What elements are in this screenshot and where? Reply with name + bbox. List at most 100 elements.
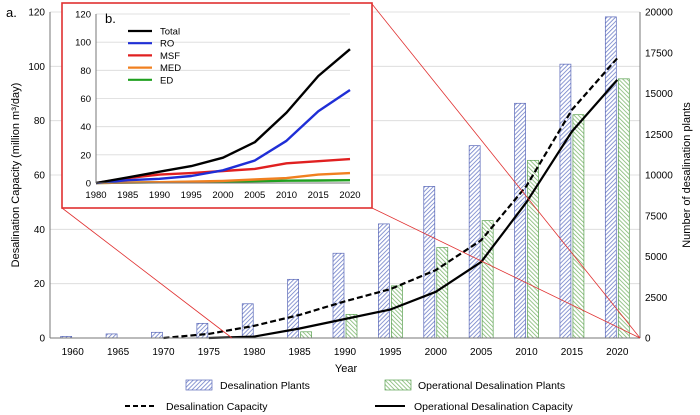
y2-tick-label: 17500 — [645, 48, 673, 59]
x-tick-label: 1965 — [107, 347, 130, 358]
inset-x-tick-label: 2020 — [339, 190, 360, 201]
x-tick-label: 2015 — [561, 347, 584, 358]
x-tick-label: 2005 — [470, 347, 493, 358]
legend-label: Desalination Plants — [220, 380, 310, 392]
inset-legend-label: Total — [160, 27, 180, 38]
bar-desalination-plants — [241, 303, 254, 339]
y-tick-label: 40 — [34, 225, 46, 236]
x-tick-label: 1960 — [62, 347, 85, 358]
bar-desalination-plants — [332, 252, 345, 339]
main-bars — [60, 16, 630, 339]
inset-axes — [95, 14, 350, 184]
y2-tick-label: 15000 — [645, 89, 673, 100]
inset-y-tick-label: 20 — [80, 150, 91, 161]
legend-label: Operational Desalination Capacity — [414, 401, 574, 413]
inset-y-tick-label: 0 — [86, 179, 91, 190]
inset-legend-label: ED — [160, 75, 173, 86]
bar-desalination-plants — [196, 322, 209, 339]
bar-desalination-plants — [514, 102, 526, 339]
inset-x-tick-label: 1980 — [85, 190, 106, 201]
inset-y-tick-label: 40 — [80, 122, 91, 133]
y-tick-label: 80 — [34, 116, 46, 127]
inset-x-tick-label: 1995 — [181, 190, 202, 201]
x-tick-label: 1995 — [379, 347, 402, 358]
inset-y-tick-label: 120 — [75, 10, 91, 21]
y-axis-title: Desalination Capacity (million m³/day) — [10, 83, 22, 268]
y2-tick-label: 20000 — [645, 8, 673, 19]
y-tick-label: 100 — [28, 62, 45, 73]
x-axis-title: Year — [335, 363, 358, 375]
bar-operational-plants — [572, 114, 585, 339]
x-tick-label: 1980 — [243, 347, 266, 358]
inset-line-med — [95, 171, 351, 185]
line-desalination-capacity — [163, 57, 619, 340]
inset-lines — [95, 48, 351, 185]
bar-operational-plants — [481, 220, 494, 339]
x-tick-label: 1985 — [288, 347, 311, 358]
y2-axis-title: Number of desalination plants — [681, 102, 693, 248]
x-tick-label: 2020 — [606, 347, 629, 358]
inset-legend-label: MED — [160, 63, 181, 74]
y-tick-label: 20 — [34, 279, 46, 290]
line-operational-capacity — [208, 79, 619, 340]
x-tick-label: 2000 — [425, 347, 448, 358]
zoom-connectors — [61, 3, 641, 339]
main-lines — [163, 57, 619, 340]
legend-swatch-blue-hatch — [185, 379, 213, 391]
bar-desalination-plants — [151, 331, 163, 339]
inset-legend-label: RO — [160, 39, 174, 50]
bar-desalination-plants — [105, 333, 118, 339]
inset-y-ticks: 0 20 40 60 80 100 120 — [75, 10, 91, 190]
legend-item-operational-plants: Operational Desalination Plants — [384, 379, 565, 392]
inset-y-tick-label: 100 — [75, 38, 91, 49]
legend-item-desalination-plants: Desalination Plants — [185, 379, 310, 392]
legend-label: Operational Desalination Plants — [418, 380, 565, 392]
y2-tick-label: 0 — [645, 334, 651, 345]
bar-operational-plants — [300, 331, 312, 339]
bar-desalination-plants — [378, 223, 390, 339]
panel-b-label: b. — [105, 11, 116, 26]
inset-legend-label: MSF — [160, 51, 180, 62]
legend-item-operational-capacity: Operational Desalination Capacity — [375, 401, 574, 413]
main-x-ticks: 1960 1965 1970 1975 1980 1985 1990 1995 2000 2005… — [62, 347, 629, 358]
inset-chart: 0 20 40 60 80 100 120 1980 1985 1990 1995 2000 2005… — [61, 2, 373, 209]
main-y-ticks: 0 20 40 60 80 100 120 — [28, 8, 45, 345]
main-legend: Desalination Plants Operational Desalina… — [125, 379, 574, 413]
inset-x-tick-label: 2005 — [244, 190, 265, 201]
panel-a-label: a. — [6, 5, 17, 20]
x-tick-label: 1990 — [334, 347, 357, 358]
bar-desalination-plants — [423, 186, 436, 339]
y2-tick-label: 2500 — [645, 293, 668, 304]
x-tick-label: 2010 — [515, 347, 538, 358]
inset-line-total — [95, 48, 351, 185]
inset-line-ro — [95, 89, 351, 185]
y-tick-label: 120 — [28, 8, 45, 19]
x-tick-label: 1970 — [152, 347, 175, 358]
bar-operational-plants — [436, 247, 449, 339]
y2-tick-label: 7500 — [645, 211, 668, 222]
y2-tick-label: 5000 — [645, 252, 668, 263]
legend-label: Desalination Capacity — [166, 401, 268, 413]
bar-operational-plants — [391, 285, 403, 339]
inset-y-tick-label: 60 — [80, 94, 91, 105]
inset-x-ticks: 1980 1985 1990 1995 2000 2005 2010 2015 2020 — [85, 190, 360, 201]
main-y2-ticks: 0 2500 5000 7500 10000 12500 15000 17500 20000 — [645, 8, 673, 345]
inset-x-tick-label: 2010 — [276, 190, 297, 201]
legend-swatch-green-hatch — [384, 379, 412, 391]
inset-x-tick-label: 2015 — [308, 190, 329, 201]
inset-y-tick-label: 80 — [80, 66, 91, 77]
inset-x-tick-label: 2000 — [212, 190, 233, 201]
legend-item-desalination-capacity: Desalination Capacity — [125, 401, 268, 413]
main-axes — [49, 12, 641, 339]
y2-tick-label: 10000 — [645, 171, 673, 182]
bar-operational-plants — [617, 78, 630, 339]
y2-tick-label: 12500 — [645, 130, 673, 141]
y-tick-label: 60 — [34, 171, 46, 182]
bar-desalination-plants — [559, 63, 572, 339]
inset-x-tick-label: 1985 — [117, 190, 138, 201]
x-tick-label: 1975 — [198, 347, 221, 358]
inset-x-tick-label: 1990 — [149, 190, 170, 201]
y-tick-label: 0 — [39, 334, 45, 345]
